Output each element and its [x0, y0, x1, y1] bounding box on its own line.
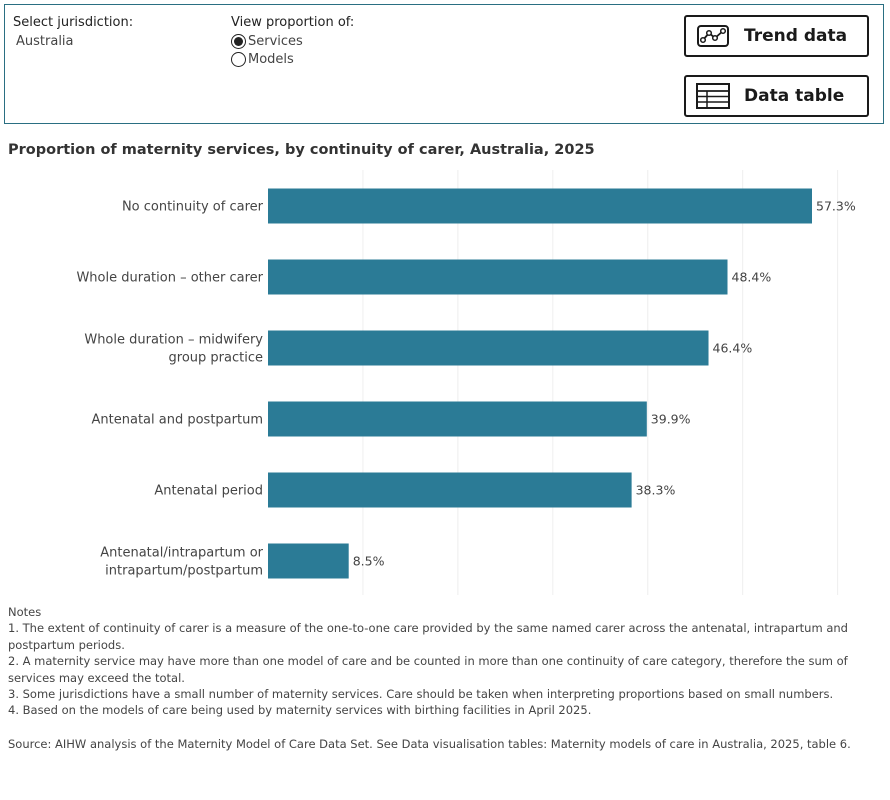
- note-item: 2. A maternity service may have more tha…: [8, 654, 848, 685]
- bar-value-label: 46.4%: [713, 341, 753, 356]
- category-label: Antenatal and postpartum: [92, 413, 263, 428]
- bar-value-label: 8.5%: [353, 554, 385, 569]
- bar: [268, 188, 812, 224]
- note-item: 1. The extent of continuity of carer is …: [8, 621, 848, 652]
- category-label: group practice: [169, 351, 263, 366]
- view-proportion-label: View proportion of:: [231, 15, 355, 30]
- bar-value-label: 39.9%: [651, 412, 691, 427]
- bar: [268, 259, 728, 295]
- data-table-label: Data table: [744, 86, 845, 106]
- category-label: Whole duration – midwifery: [84, 333, 263, 348]
- radio-unselected-icon[interactable]: [231, 52, 246, 67]
- note-item: 3. Some jurisdictions have a small numbe…: [8, 687, 834, 702]
- bar: [268, 330, 709, 366]
- jurisdiction-select[interactable]: Australia: [16, 34, 74, 49]
- trend-data-button[interactable]: Trend data: [684, 15, 869, 57]
- radio-services-label: Services: [248, 34, 303, 49]
- trend-data-label: Trend data: [744, 26, 848, 46]
- bar-chart: 57.3% No continuity of carer 48.4% Whole du…: [76, 170, 856, 595]
- bar-value-label: 57.3%: [816, 199, 856, 214]
- table-icon: [696, 83, 730, 109]
- notes: Notes 1. The extent of continuity of car…: [8, 604, 880, 719]
- bar: [268, 472, 632, 508]
- chart-title: Proportion of maternity services, by con…: [8, 142, 595, 158]
- category-label: Antenatal/intrapartum or: [100, 546, 263, 561]
- filter-panel: Select jurisdiction: Australia View prop…: [4, 4, 884, 124]
- bar: [268, 543, 349, 579]
- category-label: intrapartum/postpartum: [105, 564, 263, 579]
- category-label: No continuity of carer: [122, 200, 264, 215]
- source-note: Source: AIHW analysis of the Maternity M…: [8, 737, 851, 751]
- bar: [268, 401, 647, 437]
- bar-value-label: 38.3%: [636, 483, 676, 498]
- notes-heading: Notes: [8, 605, 42, 619]
- radio-selected-icon[interactable]: [231, 34, 246, 49]
- trend-line-icon: [696, 23, 730, 49]
- data-table-button[interactable]: Data table: [684, 75, 869, 117]
- note-item: 4. Based on the models of care being use…: [8, 703, 592, 718]
- jurisdiction-label: Select jurisdiction:: [13, 15, 134, 30]
- radio-models[interactable]: Models: [231, 52, 294, 67]
- category-label: Antenatal period: [154, 484, 263, 499]
- radio-models-label: Models: [248, 52, 294, 67]
- category-label: Whole duration – other carer: [76, 271, 263, 286]
- radio-services[interactable]: Services: [231, 34, 303, 49]
- bar-value-label: 48.4%: [732, 270, 772, 285]
